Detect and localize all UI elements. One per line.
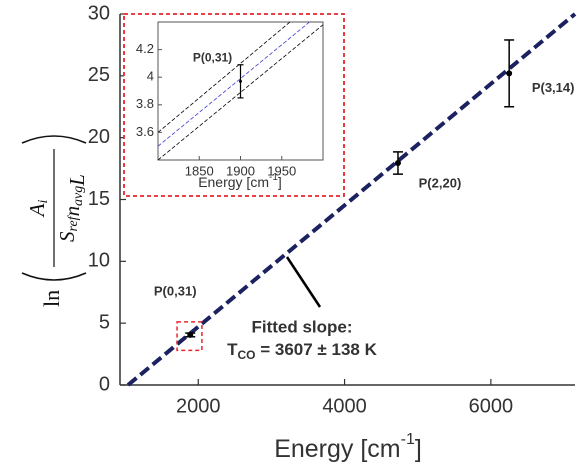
x-axis-label: Energy [cm-1] <box>274 431 422 462</box>
inset-bound-line <box>158 24 323 160</box>
annotation-arrow <box>285 256 322 308</box>
y-label-num: A <box>25 203 49 218</box>
inset-plot <box>158 22 323 160</box>
annotation-line1: Fitted slope: <box>251 317 352 336</box>
annotation-rest: = 3607 ± 138 K <box>256 340 378 359</box>
inset-y-tick-label: 3.6 <box>136 124 154 139</box>
y-label-denominator: SrefnavgL <box>55 174 89 242</box>
y-tick-label: 15 <box>88 188 110 210</box>
inset-x-axis-label: Energy [cm-1] <box>198 172 282 190</box>
inset-x-label-text: Energy [cm <box>198 174 269 190</box>
y-tick-label: 0 <box>99 373 110 395</box>
data-point <box>506 70 513 77</box>
y-label-fn: ln <box>39 290 64 307</box>
y-label-den-term: S <box>55 231 79 242</box>
annotation-t: T <box>227 340 238 359</box>
inset-x-tick-label: 1850 <box>185 163 214 178</box>
y-label-den-sub: avg <box>71 186 86 206</box>
y-label-den-term: n <box>60 206 84 217</box>
x-label-end: ] <box>415 435 422 463</box>
inset-point-label: P(0,31) <box>193 51 232 65</box>
annotation-sub: CO <box>238 348 256 362</box>
inset-y-tick-label: 4 <box>147 69 154 84</box>
point-label: P(0,31) <box>154 283 197 298</box>
y-tick-label: 20 <box>88 126 110 148</box>
inset-y-tick-label: 4.2 <box>136 41 154 56</box>
zoom-box <box>176 321 203 352</box>
y-tick-label: 25 <box>88 64 110 86</box>
y-tick-label: 5 <box>99 311 110 333</box>
x-tick-label: 4000 <box>322 395 367 417</box>
annotation-line2: TCO = 3607 ± 138 K <box>227 340 377 362</box>
y-label-paren-right <box>21 135 87 144</box>
inset-y-tick-label: 3.8 <box>136 96 154 111</box>
y-tick-label: 30 <box>88 2 110 24</box>
x-tick-label: 6000 <box>469 395 514 417</box>
inset-x-label-end: ] <box>278 174 282 190</box>
data-point <box>394 160 401 167</box>
y-tick-label: 10 <box>88 250 110 272</box>
inset-data-point <box>239 79 242 83</box>
x-label-text: Energy [cm <box>274 435 400 463</box>
inset-x-label-sup: -1 <box>269 172 278 183</box>
point-label: P(3,14) <box>532 80 575 95</box>
point-label: P(2,20) <box>419 175 462 190</box>
x-tick-label: 2000 <box>176 395 221 417</box>
data-point <box>187 331 194 338</box>
y-label-paren-left <box>21 272 87 281</box>
inset-x-tick-label: 1950 <box>267 163 296 178</box>
y-label-numerator: Ai <box>25 200 51 219</box>
fit-line <box>126 12 577 387</box>
y-label-den-term: L <box>65 174 89 187</box>
y-label-num-sub: i <box>36 200 51 204</box>
y-label-den-sub: ref <box>66 214 81 231</box>
inset-x-tick-label: 1900 <box>226 163 255 178</box>
x-label-sup: -1 <box>401 431 415 448</box>
inset-fit-line <box>158 22 311 147</box>
